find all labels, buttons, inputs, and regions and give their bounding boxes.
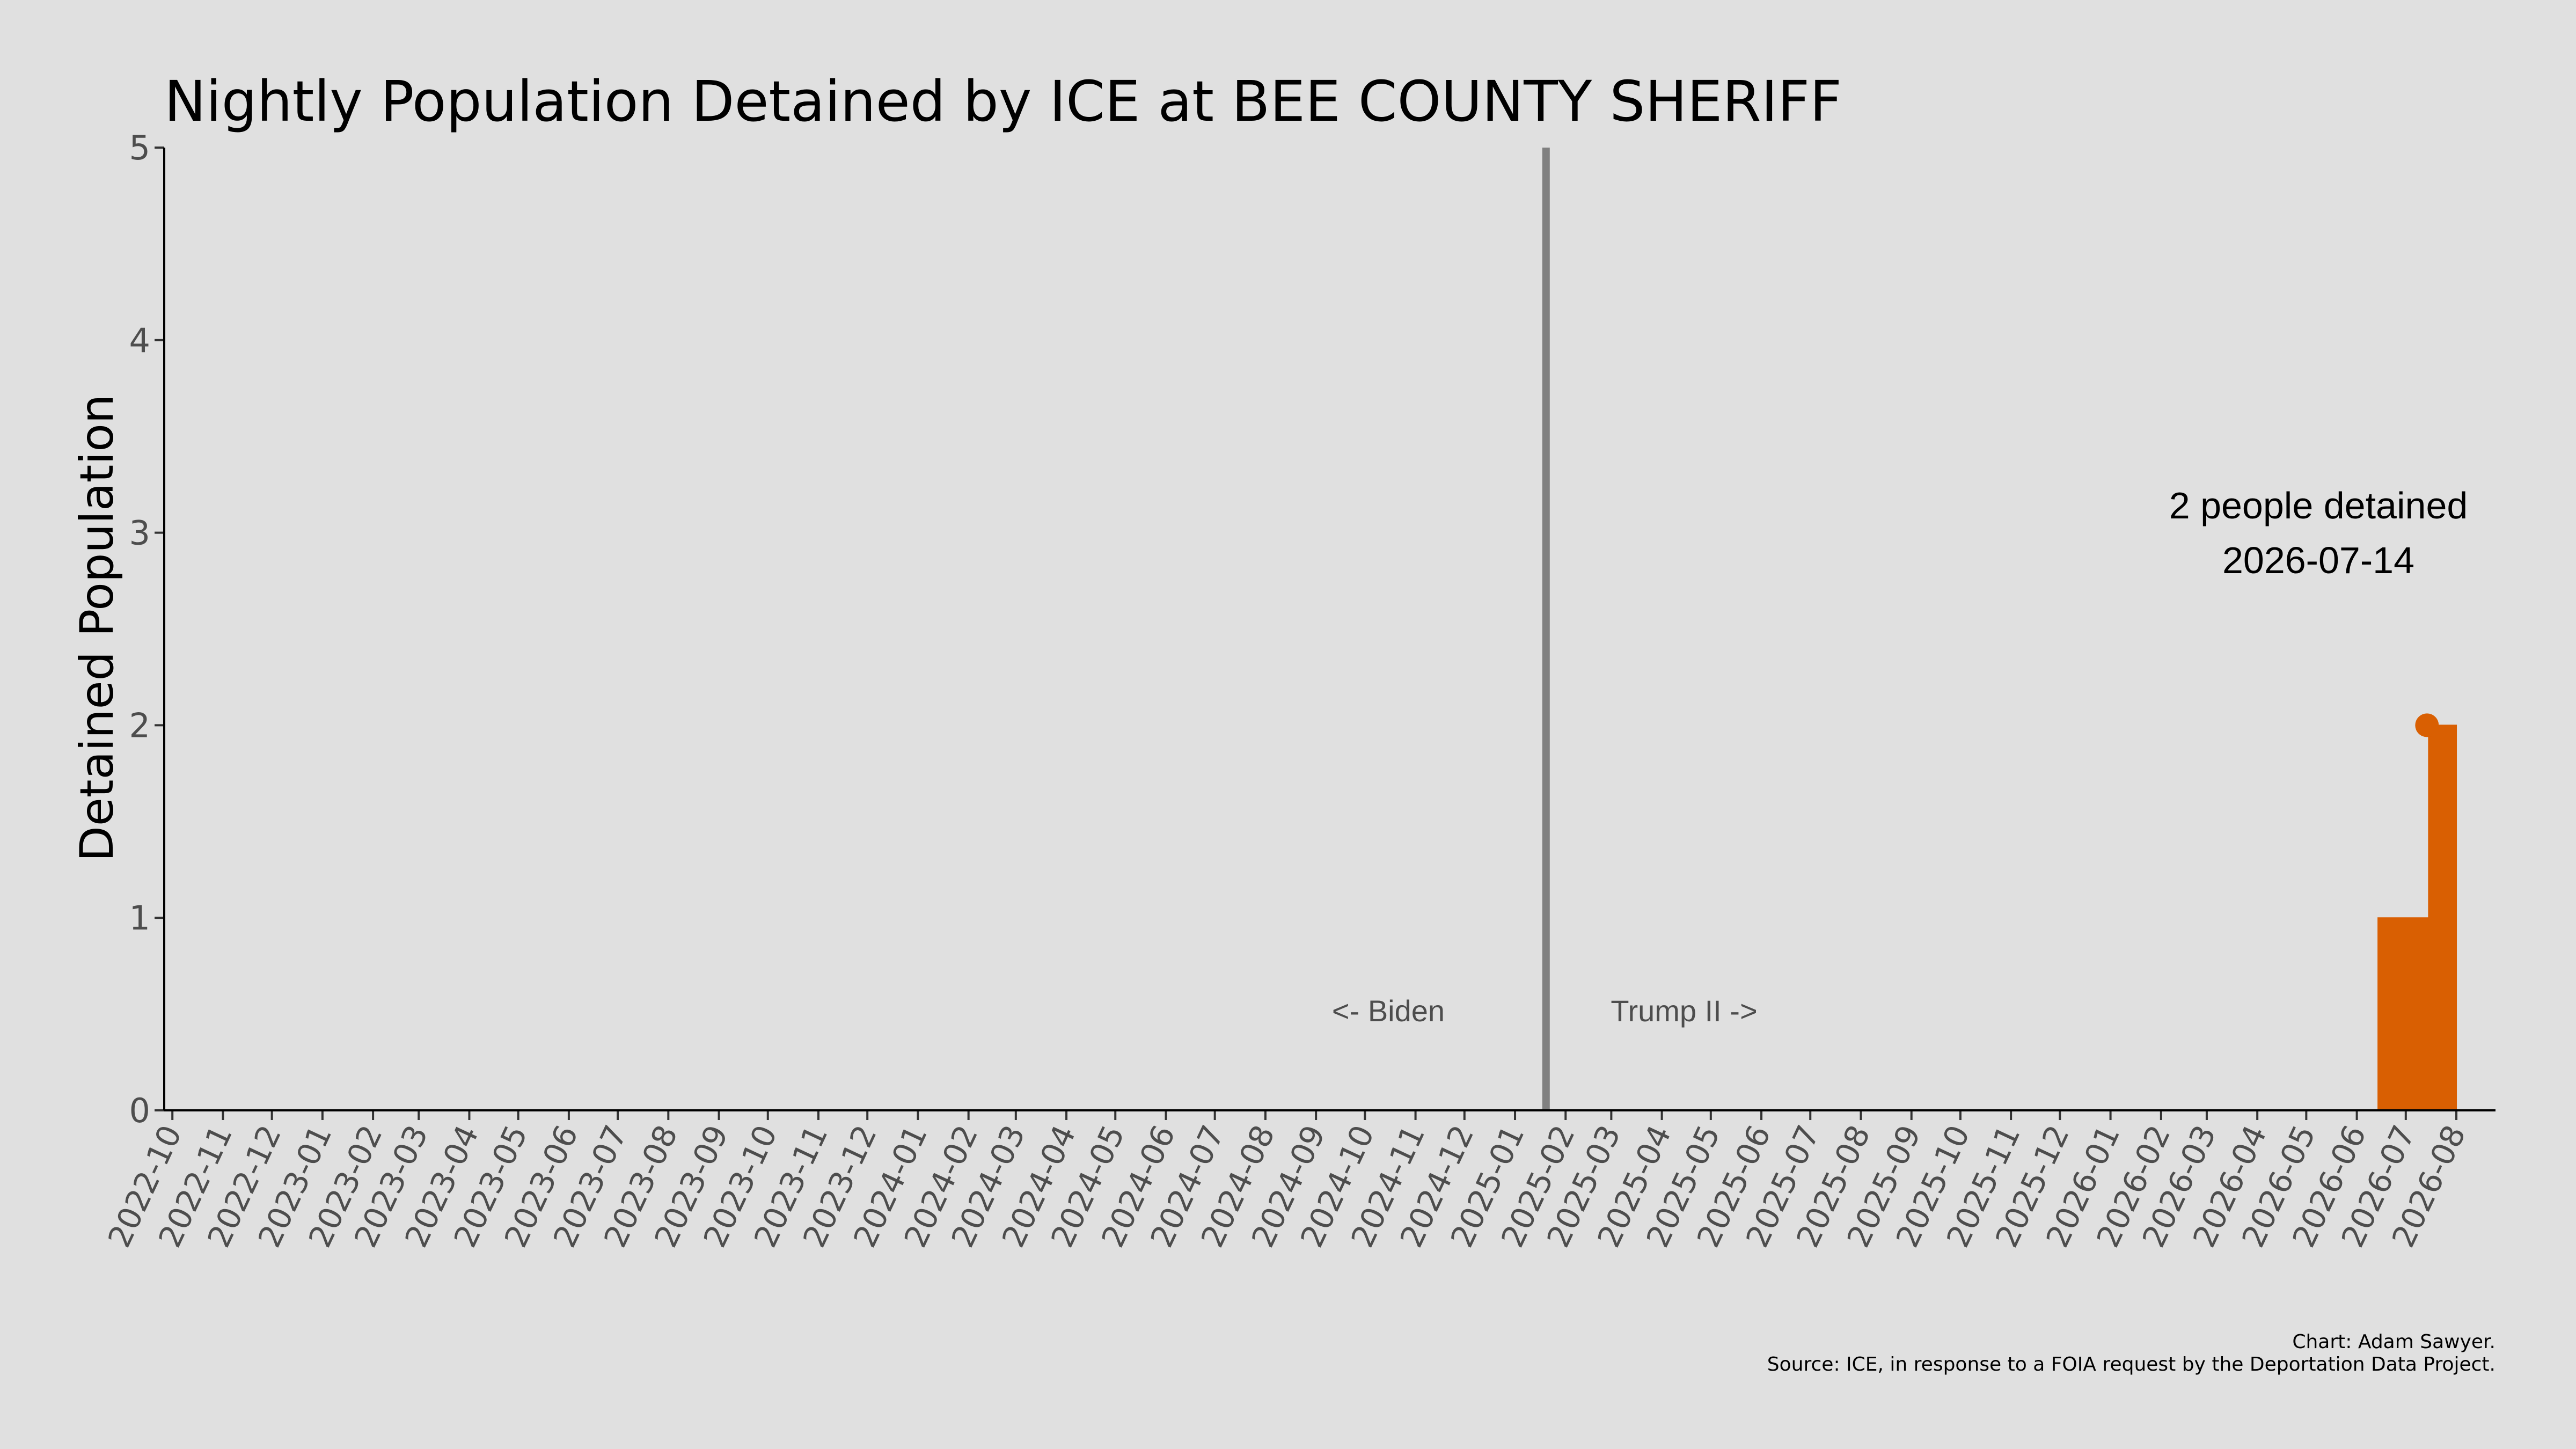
x-axis: 2022-102022-112022-122023-012023-022023-… bbox=[101, 1110, 2473, 1253]
annotation-date: 2026-07-14 bbox=[2222, 539, 2414, 581]
y-tick-label: 4 bbox=[129, 321, 150, 360]
caption-credit: Chart: Adam Sawyer. bbox=[2292, 1331, 2496, 1353]
caption-source: Source: ICE, in response to a FOIA reque… bbox=[1767, 1353, 2496, 1375]
y-tick-label: 2 bbox=[129, 706, 150, 745]
era-label-biden: <- Biden bbox=[1332, 994, 1445, 1028]
y-tick-label: 5 bbox=[129, 128, 150, 167]
annotation-count: 2 people detained bbox=[2169, 485, 2468, 526]
era-label-trump: Trump II -> bbox=[1611, 994, 1757, 1028]
y-tick-label: 3 bbox=[129, 514, 150, 553]
y-tick-label: 0 bbox=[129, 1091, 150, 1130]
highlight-point bbox=[2415, 713, 2439, 737]
y-axis: 0 1 2 3 4 5 bbox=[129, 128, 164, 1130]
y-tick-label: 1 bbox=[129, 898, 150, 938]
chart-title: Nightly Population Detained by ICE at BE… bbox=[164, 69, 1842, 134]
detained-population-area bbox=[2377, 724, 2457, 1111]
y-axis-label: Detained Population bbox=[70, 394, 124, 862]
plot-area bbox=[1542, 148, 2457, 1111]
